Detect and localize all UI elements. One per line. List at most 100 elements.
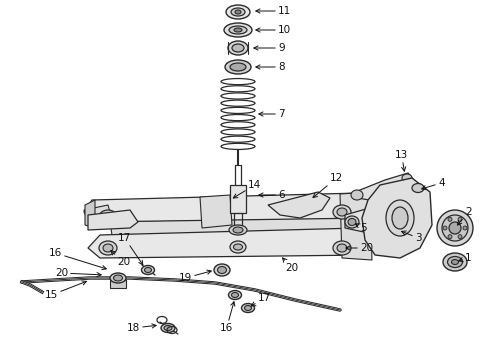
Ellipse shape	[392, 207, 408, 229]
Text: 3: 3	[402, 231, 421, 243]
Ellipse shape	[164, 325, 172, 330]
Text: 16: 16	[49, 248, 106, 270]
Ellipse shape	[449, 222, 461, 234]
Text: 6: 6	[259, 190, 285, 200]
Ellipse shape	[224, 23, 252, 37]
Ellipse shape	[231, 292, 239, 297]
Ellipse shape	[221, 129, 255, 135]
Text: 12: 12	[313, 173, 343, 198]
Ellipse shape	[221, 78, 255, 85]
Text: 20: 20	[346, 243, 373, 253]
Ellipse shape	[225, 60, 251, 74]
Text: 9: 9	[254, 43, 285, 53]
Ellipse shape	[245, 306, 251, 310]
Text: 4: 4	[422, 178, 444, 190]
Ellipse shape	[221, 122, 255, 128]
Ellipse shape	[145, 267, 151, 273]
Ellipse shape	[99, 241, 117, 255]
Text: 20: 20	[283, 258, 298, 273]
Polygon shape	[345, 205, 400, 235]
Ellipse shape	[221, 136, 255, 142]
Ellipse shape	[234, 28, 242, 32]
Text: 11: 11	[256, 6, 291, 16]
Text: 20: 20	[111, 251, 130, 267]
Polygon shape	[88, 228, 368, 258]
Ellipse shape	[447, 256, 463, 267]
Polygon shape	[84, 205, 112, 225]
Polygon shape	[362, 178, 432, 258]
Text: 20: 20	[55, 268, 101, 278]
Text: 10: 10	[256, 25, 291, 35]
Ellipse shape	[230, 241, 246, 253]
Ellipse shape	[402, 174, 412, 182]
Polygon shape	[200, 195, 232, 228]
Text: 17: 17	[118, 233, 143, 265]
Ellipse shape	[218, 266, 226, 274]
Ellipse shape	[221, 86, 255, 92]
Ellipse shape	[337, 244, 347, 252]
Ellipse shape	[234, 244, 243, 250]
Ellipse shape	[228, 291, 242, 300]
Text: 17: 17	[251, 293, 271, 306]
Ellipse shape	[337, 208, 347, 216]
Ellipse shape	[345, 216, 359, 228]
Ellipse shape	[448, 235, 452, 239]
Ellipse shape	[214, 264, 230, 276]
Text: 7: 7	[259, 109, 285, 119]
Polygon shape	[355, 173, 415, 202]
Text: 14: 14	[233, 180, 261, 198]
Ellipse shape	[229, 225, 247, 235]
Ellipse shape	[221, 107, 255, 113]
Ellipse shape	[233, 227, 243, 233]
Ellipse shape	[221, 114, 255, 121]
Ellipse shape	[103, 244, 113, 252]
Ellipse shape	[333, 241, 351, 255]
Text: 18: 18	[127, 323, 156, 333]
Polygon shape	[110, 215, 360, 255]
Ellipse shape	[110, 273, 126, 283]
Ellipse shape	[230, 63, 246, 71]
Ellipse shape	[114, 275, 122, 281]
Ellipse shape	[348, 219, 356, 225]
Ellipse shape	[333, 205, 351, 219]
Ellipse shape	[142, 266, 154, 274]
Ellipse shape	[221, 100, 255, 106]
Text: 16: 16	[220, 302, 235, 333]
Ellipse shape	[221, 143, 255, 149]
Text: 13: 13	[395, 150, 408, 171]
Ellipse shape	[232, 44, 244, 52]
Ellipse shape	[231, 8, 245, 16]
Ellipse shape	[161, 324, 175, 333]
Polygon shape	[340, 192, 372, 260]
Ellipse shape	[229, 26, 247, 34]
Text: 2: 2	[458, 207, 471, 225]
Bar	[230, 185, 246, 213]
Text: 1: 1	[459, 253, 471, 263]
Polygon shape	[84, 193, 368, 222]
Polygon shape	[268, 192, 330, 218]
Text: 8: 8	[256, 62, 285, 72]
Ellipse shape	[226, 5, 250, 19]
Bar	[110, 280, 126, 288]
Ellipse shape	[235, 10, 241, 14]
Ellipse shape	[228, 41, 248, 55]
Ellipse shape	[386, 200, 414, 236]
Ellipse shape	[463, 226, 467, 230]
Ellipse shape	[458, 217, 462, 221]
Text: 5: 5	[355, 223, 367, 233]
Text: 19: 19	[179, 270, 211, 283]
Ellipse shape	[242, 303, 254, 312]
Ellipse shape	[448, 217, 452, 221]
Ellipse shape	[443, 226, 447, 230]
Ellipse shape	[437, 210, 473, 246]
Ellipse shape	[451, 260, 459, 265]
Ellipse shape	[221, 93, 255, 99]
Ellipse shape	[103, 213, 113, 221]
Ellipse shape	[458, 235, 462, 239]
Text: 15: 15	[45, 281, 86, 300]
Ellipse shape	[351, 190, 363, 200]
Ellipse shape	[99, 210, 117, 224]
Ellipse shape	[442, 215, 468, 241]
Polygon shape	[88, 210, 138, 230]
Ellipse shape	[443, 253, 467, 271]
